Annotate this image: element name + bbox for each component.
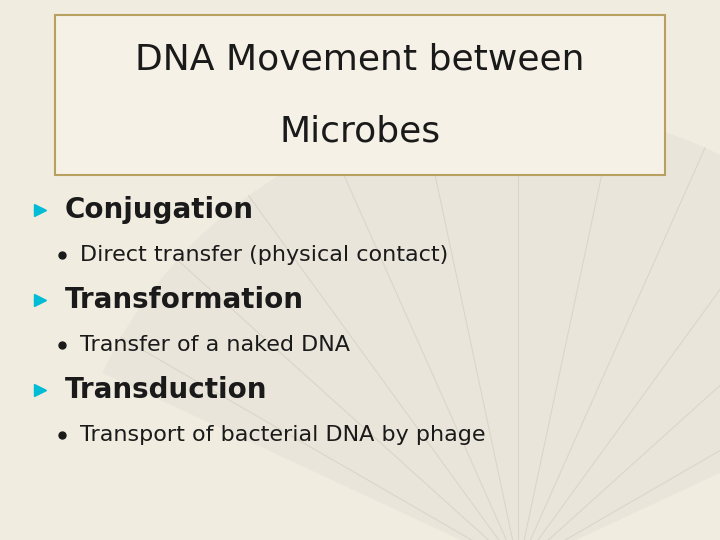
Text: DNA Movement between: DNA Movement between — [135, 43, 585, 77]
FancyBboxPatch shape — [55, 15, 665, 175]
Wedge shape — [102, 108, 720, 540]
Text: Direct transfer (physical contact): Direct transfer (physical contact) — [80, 245, 449, 265]
Text: Transfer of a naked DNA: Transfer of a naked DNA — [80, 335, 350, 355]
Text: Transduction: Transduction — [65, 376, 268, 404]
Text: Transformation: Transformation — [65, 286, 304, 314]
Text: Transport of bacterial DNA by phage: Transport of bacterial DNA by phage — [80, 425, 485, 445]
Text: Microbes: Microbes — [279, 115, 441, 149]
Text: Conjugation: Conjugation — [65, 196, 254, 224]
